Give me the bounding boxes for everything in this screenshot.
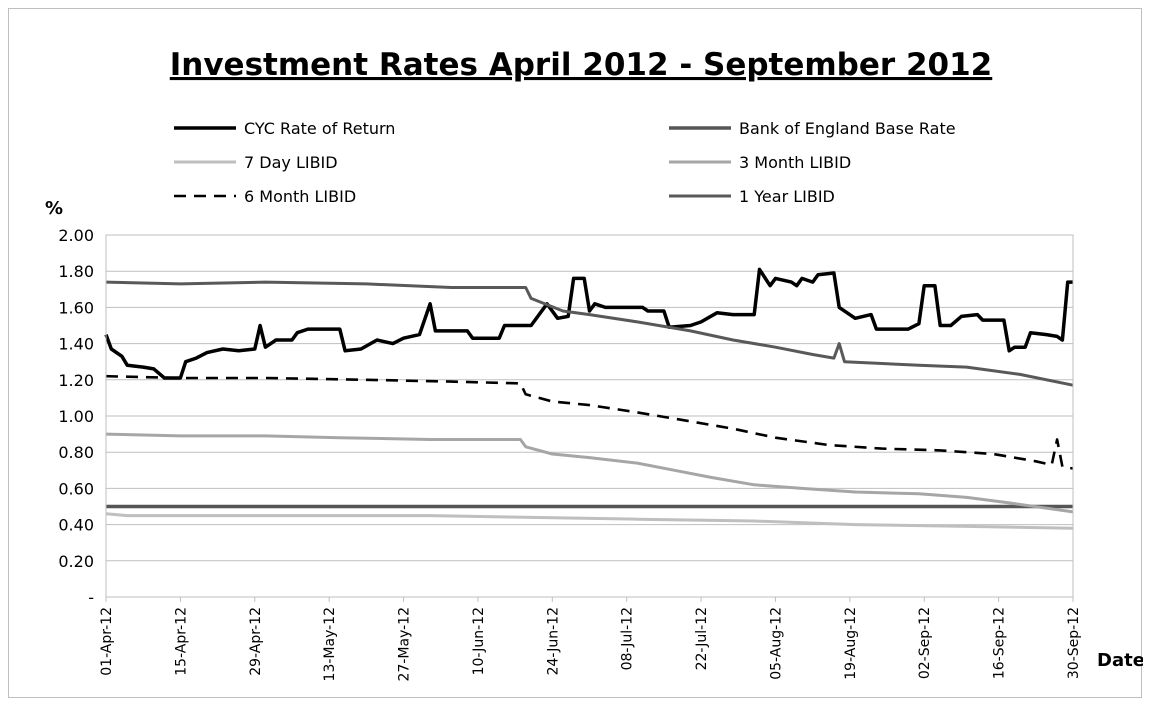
x-tick-label: 10-Jun-12 (471, 607, 487, 675)
x-tick-label: 13-May-12 (322, 607, 338, 681)
legend-label-0: CYC Rate of Return (244, 119, 395, 138)
x-axis-ticks: 01-Apr-12 15-Apr-12 29-Apr-12 13-May-12 27-M… (99, 597, 1082, 681)
legend-label-4: 6 Month LIBID (244, 187, 356, 206)
legend-label-3: 3 Month LIBID (739, 153, 851, 172)
series-lines (104, 267, 1074, 530)
y-tick-label: - (88, 588, 94, 607)
series-line-5 (105, 280, 1074, 387)
x-tick-label: 24-Jun-12 (545, 607, 561, 675)
y-axis-label: % (45, 198, 63, 219)
y-axis-ticks: - 0.20 0.40 0.60 0.80 1.00 1.20 1.40 1.60 1.80 2.0… (58, 226, 94, 607)
x-tick-label: 02-Sep-12 (917, 607, 933, 679)
x-tick-label: 29-Apr-12 (248, 607, 264, 676)
x-tick-label: 16-Sep-12 (992, 607, 1008, 679)
x-tick-label: 01-Apr-12 (99, 607, 115, 676)
plot-border (105, 234, 1074, 598)
x-tick-label: 05-Aug-12 (768, 607, 784, 680)
series-line-3 (105, 432, 1074, 514)
x-tick-label: 27-May-12 (397, 607, 413, 681)
chart-title: Investment Rates April 2012 - September … (170, 47, 993, 83)
x-axis-label: Date (1097, 650, 1143, 671)
y-tick-label: 0.60 (58, 479, 94, 498)
series-line-2 (105, 512, 1074, 530)
series-line-0 (104, 267, 1073, 380)
chart-frame: Investment Rates April 2012 - September … (8, 8, 1143, 698)
legend-label-2: 7 Day LIBID (244, 153, 338, 172)
legend-label-5: 1 Year LIBID (739, 187, 835, 206)
x-tick-label: 19-Aug-12 (843, 607, 859, 680)
chart-svg: Investment Rates April 2012 - September … (45, 47, 1143, 681)
y-tick-label: 0.20 (58, 552, 94, 571)
y-tick-label: 1.00 (58, 407, 94, 426)
y-tick-label: 0.80 (58, 443, 94, 462)
series-line-4 (105, 374, 1074, 470)
grid (106, 234, 1073, 598)
legend: CYC Rate of Return Bank of England Base R… (174, 119, 956, 206)
legend-label-1: Bank of England Base Rate (739, 119, 956, 138)
x-tick-label: 08-Jul-12 (620, 607, 636, 670)
y-tick-label: 1.80 (58, 262, 94, 281)
x-tick-label: 15-Apr-12 (173, 607, 189, 676)
y-tick-label: 0.40 (58, 516, 94, 535)
x-tick-label: 30-Sep-12 (1066, 607, 1082, 679)
y-tick-label: 1.20 (58, 371, 94, 390)
x-tick-label: 22-Jul-12 (694, 607, 710, 670)
y-tick-label: 2.00 (58, 226, 94, 245)
y-tick-label: 1.40 (58, 335, 94, 354)
y-tick-label: 1.60 (58, 298, 94, 317)
